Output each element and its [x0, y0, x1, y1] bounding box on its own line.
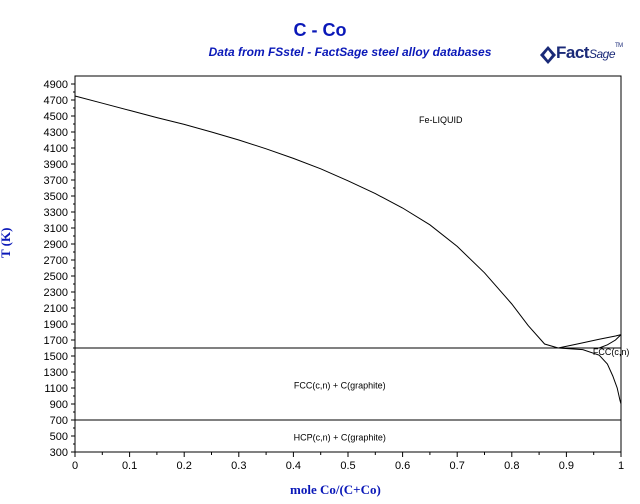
y-tick-label: 4700 [44, 95, 68, 107]
y-tick-label: 2700 [44, 255, 68, 267]
y-tick-label: 3900 [44, 159, 68, 171]
y-tick-label: 1100 [44, 383, 68, 395]
y-tick-label: 3100 [44, 223, 68, 235]
y-tick-label: 2500 [44, 271, 68, 283]
y-tick-label: 4500 [44, 111, 68, 123]
phase-boundary-line [558, 347, 622, 405]
y-tick-label: 2300 [44, 287, 68, 299]
y-tick-label: 3700 [44, 175, 68, 187]
chart-title: C - Co [293, 20, 347, 40]
x-tick-label: 0.8 [504, 460, 519, 472]
y-tick-label: 2900 [44, 239, 68, 251]
y-tick-label: 1500 [44, 351, 68, 363]
y-tick-label: 900 [50, 399, 68, 411]
phase-region-label: FCC(c,n) [593, 347, 630, 357]
x-tick-label: 0.5 [340, 460, 355, 472]
x-tick-label: 0.9 [559, 460, 574, 472]
y-tick-label: 1700 [44, 335, 68, 347]
logo-fact: Fact [556, 43, 589, 62]
y-tick-label: 1900 [44, 319, 68, 331]
y-tick-label: 3300 [44, 207, 68, 219]
x-axis-label: mole Co/(C+Co) [290, 482, 381, 497]
phase-region-label: FCC(c,n) + C(graphite) [294, 381, 386, 391]
y-tick-label: 4100 [44, 143, 68, 155]
phase-boundary-line [558, 334, 622, 349]
series-lines [74, 95, 622, 421]
x-tick-label: 0.6 [395, 460, 410, 472]
phase-boundary-line [74, 95, 559, 349]
y-axis-label: T (K) [0, 227, 13, 258]
x-tick-label: 0.4 [286, 460, 301, 472]
y-tick-label: 500 [50, 431, 68, 443]
y-tick-label: 4300 [44, 127, 68, 139]
annotations: Fe-LIQUID FCC(c,n) FCC(c,n) + C(graphite) H… [294, 115, 630, 443]
x-tick-label: 0.3 [231, 460, 246, 472]
factsage-logo: FactSageTM [536, 40, 626, 74]
phase-boundary-line [599, 334, 622, 349]
y-tick-label: 300 [50, 447, 68, 459]
y-tick-label: 1300 [44, 367, 68, 379]
y-tick-label: 2100 [44, 303, 68, 315]
x-tick-label: 1 [618, 460, 624, 472]
factsage-logo-icon [540, 46, 556, 64]
logo-tm: TM [615, 43, 623, 49]
x-tick-label: 0.7 [450, 460, 465, 472]
x-tick-label: 0.2 [177, 460, 192, 472]
x-tick-label: 0 [72, 460, 78, 472]
logo-sage: Sage [588, 47, 616, 61]
axes: 0 0.1 0.2 0.3 0.4 0.5 0.6 0.7 0.8 0.9 130050070090… [44, 75, 624, 472]
y-tick-label: 3500 [44, 191, 68, 203]
phase-region-label: Fe-LIQUID [419, 115, 463, 125]
plot-frame [74, 75, 622, 453]
y-tick-label: 700 [50, 415, 68, 427]
y-tick-label: 4900 [44, 79, 68, 91]
factsage-logo-text: FactSageTM [556, 43, 623, 63]
x-tick-label: 0.1 [122, 460, 137, 472]
chart-subtitle: Data from FSstel - FactSage steel alloy … [208, 45, 492, 59]
phase-region-label: HCP(c,n) + C(graphite) [294, 433, 386, 443]
